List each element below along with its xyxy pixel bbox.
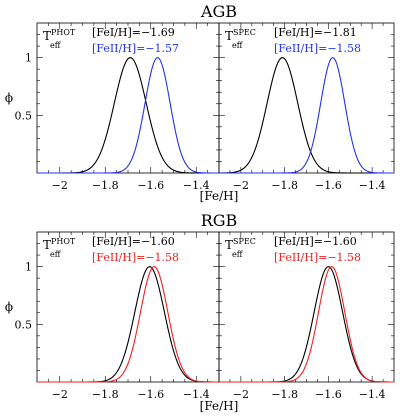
y-tick-label: 1: [25, 261, 32, 274]
x-tick-label: −1.4: [359, 388, 386, 401]
series-curve: [219, 57, 394, 174]
panel-rgb-phot: −2 −1.8 −1.6 −1.40.51ϕTPHOTeff[FeI/H]=−1.60…: [5, 231, 220, 401]
legend-entry: [FeII/H]=−1.58: [274, 42, 361, 55]
x-axis-label-top: [Fe/H]: [200, 189, 239, 203]
x-tick-label: −1.8: [92, 179, 119, 192]
x-tick-label: −1.6: [315, 388, 342, 401]
x-axis-label-bottom: [Fe/H]: [200, 399, 239, 413]
x-tick-label: −1.8: [271, 388, 298, 401]
x-tick-label: −2: [52, 388, 68, 401]
y-tick-label: 1: [25, 52, 32, 65]
x-tick-label: −2: [233, 388, 249, 401]
series-curve: [37, 266, 219, 383]
panel-label-sup: PHOT: [51, 28, 76, 37]
x-tick-label: −1.6: [137, 179, 164, 192]
panel-label-base: T: [225, 29, 233, 43]
series-curve: [37, 57, 219, 174]
row-title-agb: AGB: [200, 2, 237, 21]
panel-label-sub: eff: [232, 250, 244, 259]
panel-label-sub: eff: [232, 41, 244, 50]
x-tick-label: −2: [52, 179, 68, 192]
x-tick-label: −1.8: [92, 388, 119, 401]
panel-label: TSPEC: [225, 237, 256, 252]
panel-agb-spec: −2 −1.8 −1.6 −1.4TSPECeff[FeI/H]=−1.81[FeII…: [218, 22, 395, 192]
panel-label-sup: SPEC: [233, 237, 256, 246]
y-axis-label: ϕ: [5, 91, 13, 105]
panel-label-sup: PHOT: [51, 237, 76, 246]
panel-label-sub: eff: [50, 41, 62, 50]
x-tick-label: −1.6: [137, 388, 164, 401]
legend-entry: [FeI/H]=−1.60: [274, 235, 357, 248]
series-curve: [219, 266, 394, 383]
y-axis-label: ϕ: [5, 300, 13, 314]
panel-label-base: T: [43, 238, 51, 252]
x-tick-label: −1.4: [183, 179, 210, 192]
y-tick-label: 0.5: [15, 318, 33, 331]
panel-rgb-spec: −2 −1.8 −1.6 −1.4TSPECeff[FeI/H]=−1.60[FeII…: [218, 231, 395, 401]
panel-label-base: T: [225, 238, 233, 252]
panel-label: TPHOT: [43, 237, 76, 252]
legend-entry: [FeII/H]=−1.57: [92, 42, 179, 55]
panel-label-base: T: [43, 29, 51, 43]
legend-entry: [FeI/H]=−1.60: [92, 235, 175, 248]
panel-label: TPHOT: [43, 28, 76, 43]
x-tick-label: −1.8: [271, 179, 298, 192]
panel-label: TSPEC: [225, 28, 256, 43]
series-curve: [218, 57, 394, 174]
legend-entry: [FeII/H]=−1.58: [274, 251, 361, 264]
x-tick-label: −1.4: [359, 179, 386, 192]
panel-agb-phot: −2 −1.8 −1.6 −1.40.51ϕTPHOTeff[FeI/H]=−1.69…: [5, 22, 220, 192]
row-title-rgb: RGB: [201, 211, 238, 230]
legend-entry: [FeI/H]=−1.69: [92, 26, 175, 39]
x-tick-label: −1.4: [183, 388, 210, 401]
y-tick-label: 0.5: [15, 109, 33, 122]
panel-label-sub: eff: [50, 250, 62, 259]
panel-label-sup: SPEC: [233, 28, 256, 37]
x-tick-label: −1.6: [315, 179, 342, 192]
series-curve: [37, 57, 219, 174]
legend-entry: [FeI/H]=−1.81: [274, 26, 357, 39]
x-tick-label: −2: [233, 179, 249, 192]
legend-entry: [FeII/H]=−1.58: [92, 251, 179, 264]
